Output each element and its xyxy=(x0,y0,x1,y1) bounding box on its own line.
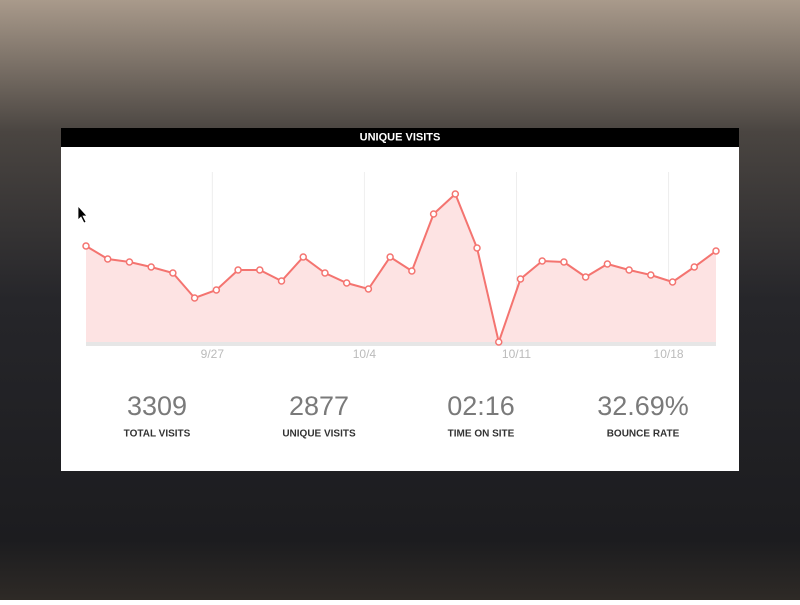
stat-value: 02:16 xyxy=(447,391,515,421)
data-point xyxy=(647,271,655,279)
data-point xyxy=(712,247,720,255)
data-point xyxy=(125,258,134,266)
chart: 9/27 10/4 10/11 10/18 xyxy=(82,172,720,361)
data-point xyxy=(516,275,525,283)
data-point xyxy=(82,242,90,250)
stat-label: BOUNCE RATE xyxy=(607,429,680,440)
data-point xyxy=(668,278,677,286)
data-point xyxy=(321,269,329,277)
data-point xyxy=(103,255,112,263)
stat-label: TOTAL VISITS xyxy=(124,429,191,440)
x-tick-label: 10/4 xyxy=(353,347,377,361)
stat-value: 32.69% xyxy=(597,391,689,421)
area xyxy=(86,194,716,342)
data-point xyxy=(386,253,394,261)
x-tick-label: 9/27 xyxy=(201,347,225,361)
data-point xyxy=(560,258,568,266)
stat-label: TIME ON SITE xyxy=(448,429,515,440)
data-point xyxy=(429,210,438,218)
data-point xyxy=(408,267,416,275)
data-point xyxy=(299,253,307,261)
data-point xyxy=(495,338,503,346)
data-point xyxy=(234,266,242,274)
stat-value: 2877 xyxy=(289,391,349,421)
x-tick-label: 10/11 xyxy=(502,347,531,361)
data-point xyxy=(625,266,633,274)
data-point xyxy=(277,277,286,285)
cursor xyxy=(77,204,88,224)
chart-title: UNIQUE VISITS xyxy=(360,131,441,143)
data-point xyxy=(538,257,546,265)
data-point xyxy=(603,260,612,268)
stat-label: UNIQUE VISITS xyxy=(282,429,356,440)
data-point xyxy=(364,285,373,293)
x-tick-label: 10/18 xyxy=(654,347,684,361)
data-point xyxy=(190,294,199,302)
card-header xyxy=(61,128,739,147)
data-point xyxy=(256,266,264,274)
area-shadow xyxy=(86,342,716,346)
data-point xyxy=(451,190,460,198)
stats: 3309 TOTAL VISITS 2877 UNIQUE VISITS 02:16 TI… xyxy=(124,391,689,440)
data-point xyxy=(169,269,177,277)
data-point xyxy=(473,244,481,252)
data-point xyxy=(147,263,155,271)
data-point xyxy=(581,273,590,281)
stat-value: 3309 xyxy=(127,391,187,421)
line xyxy=(85,192,717,346)
data-point xyxy=(212,286,221,294)
data-point xyxy=(342,279,351,287)
data-point xyxy=(690,263,699,271)
